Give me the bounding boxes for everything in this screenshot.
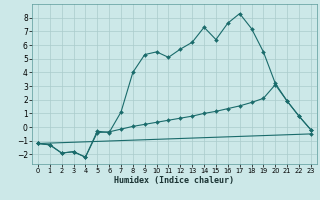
X-axis label: Humidex (Indice chaleur): Humidex (Indice chaleur) (115, 176, 234, 185)
